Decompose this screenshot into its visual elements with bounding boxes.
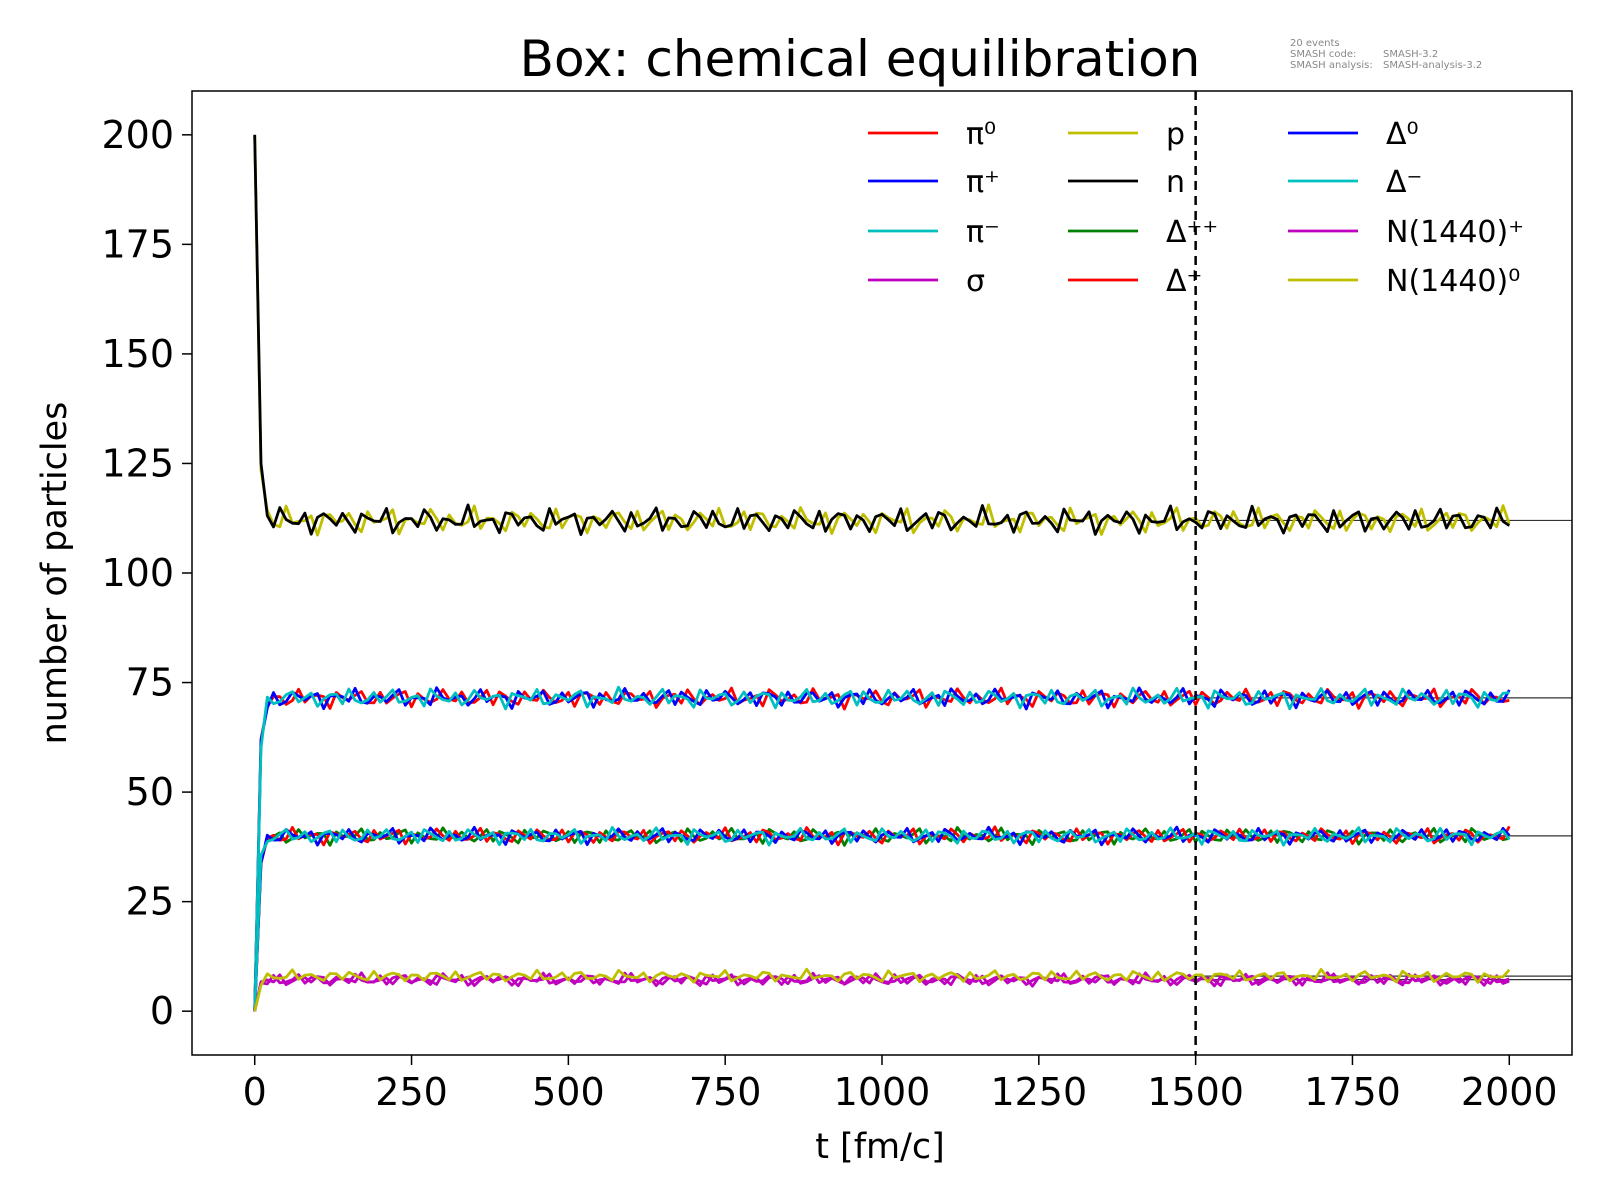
series-line-8 [253, 825, 1511, 1012]
x-tick-label-1: 250 [375, 1070, 448, 1114]
y-tick-label-0: 0 [150, 989, 174, 1033]
x-tick-label-3: 750 [689, 1070, 762, 1114]
x-axis-label: t [fm/c] [815, 1127, 945, 1167]
legend-label-8: Δ⁰ [1386, 117, 1419, 152]
y-tick-label-1: 25 [126, 880, 174, 924]
legend-label-4: p [1166, 117, 1185, 152]
series-line-10 [253, 971, 1510, 1012]
x-tick-label-0: 0 [243, 1070, 267, 1114]
x-tick-label-6: 1500 [1147, 1070, 1244, 1114]
legend-label-1: π⁺ [966, 165, 1000, 200]
y-tick-label-2: 50 [126, 770, 174, 814]
series-line-6 [253, 826, 1510, 1012]
series-line-7 [253, 825, 1511, 1012]
y-tick-label-7: 175 [101, 222, 174, 266]
y-tick-label-6: 150 [101, 332, 174, 376]
legend-label-2: π⁻ [966, 215, 1000, 250]
meta-analysis-label: SMASH analysis: [1290, 60, 1373, 71]
x-tick-label-7: 1750 [1304, 1070, 1401, 1114]
y-tick-label-8: 200 [101, 113, 174, 157]
plot-area: 0 250 500 750 1000 1250 1500 1750 2000 0 25 50 75 100… [101, 90, 1573, 1114]
legend-label-5: n [1166, 165, 1185, 200]
meta-code-value: SMASH-3.2 [1383, 49, 1438, 60]
series-line-4 [253, 134, 1511, 537]
x-tick-label-8: 2000 [1461, 1070, 1558, 1114]
legend: π⁰ π⁺ π⁻ σ pn Δ⁺⁺ Δ⁺ Δ⁰ Δ⁻ N(1440)⁺ N(1440)⁰ [868, 117, 1524, 299]
legend-label-9: Δ⁻ [1386, 165, 1422, 200]
chart-title: Box: chemical equilibration [520, 30, 1201, 88]
series-line-11 [253, 967, 1511, 1012]
series-line-1 [253, 686, 1511, 1012]
series-line-2 [253, 685, 1510, 1012]
meta-analysis-value: SMASH-analysis-3.2 [1383, 60, 1482, 71]
x-tick-label-2: 500 [532, 1070, 605, 1114]
legend-label-10: N(1440)⁺ [1386, 215, 1524, 250]
y-axis-label: number of particles [35, 402, 75, 745]
legend-label-6: Δ⁺⁺ [1166, 215, 1218, 250]
meta-code-label: SMASH code: [1290, 49, 1356, 60]
series-line-9 [253, 826, 1511, 1012]
legend-label-11: N(1440)⁰ [1386, 264, 1520, 299]
series-line-5 [253, 134, 1511, 536]
y-tick-label-4: 100 [101, 551, 174, 595]
legend-label-0: π⁰ [966, 117, 996, 152]
meta-events: 20 events [1290, 38, 1340, 49]
series-line-0 [253, 686, 1510, 1012]
x-tick-label-5: 1250 [990, 1070, 1087, 1114]
legend-label-7: Δ⁺ [1166, 264, 1202, 299]
x-tick-label-4: 1000 [834, 1070, 931, 1114]
y-tick-label-3: 75 [126, 661, 174, 705]
y-tick-label-5: 125 [101, 441, 174, 485]
legend-label-3: σ [966, 264, 985, 299]
plot-frame [191, 90, 1573, 1056]
